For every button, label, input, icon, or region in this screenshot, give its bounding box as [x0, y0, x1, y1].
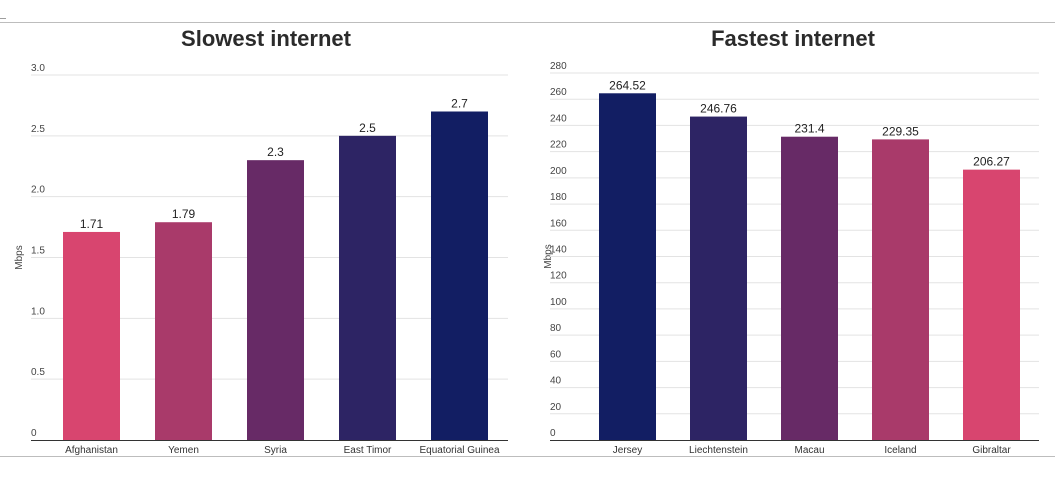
slowest-category-label: Syria: [264, 445, 287, 456]
fastest-category-label: Macau: [794, 445, 824, 456]
slowest-y-tick-label: 2.0: [31, 185, 45, 196]
slowest-data-label: 1.79: [172, 207, 196, 221]
slowest-internet-chart: Slowest internet Mbps 0 0.5 1.0 1.5 2.0 2.5 3.0 1…: [14, 26, 508, 456]
fastest-y-tick-label: 40: [550, 376, 562, 387]
fastest-bar-liechtenstein: [690, 116, 747, 440]
fastest-y-tick-label: 180: [550, 192, 567, 203]
fastest-bar-jersey: [599, 93, 656, 440]
fastest-y-tick-label: 260: [550, 87, 567, 98]
fastest-category-label: Iceland: [884, 445, 916, 456]
fastest-data-label: 206.27: [973, 155, 1010, 169]
slowest-data-label: 2.3: [267, 145, 284, 159]
fastest-y-tick-label: 140: [550, 245, 567, 256]
fastest-bar-macau: [781, 136, 838, 440]
fastest-y-tick-label: 80: [550, 323, 562, 334]
fastest-y-tick-label: 60: [550, 349, 562, 360]
fastest-y-tick-label: 0: [550, 428, 556, 439]
slowest-y-tick-label: 1.0: [31, 306, 45, 317]
slowest-category-label: Afghanistan: [65, 445, 118, 456]
fastest-y-tick-label: 100: [550, 297, 567, 308]
fastest-y-tick-label: 220: [550, 140, 567, 151]
slowest-bar-syria: [247, 160, 304, 440]
slowest-category-label: East Timor: [344, 445, 392, 456]
slowest-y-tick-label: 3.0: [31, 63, 45, 74]
corner-tick: [0, 18, 6, 19]
fastest-bar-gibraltar: [963, 169, 1020, 440]
fastest-category-label: Liechtenstein: [689, 445, 748, 456]
fastest-internet-chart: Fastest internet Mbps 0 20 40 60 80 100 120 140 16…: [543, 26, 1039, 456]
fastest-y-tick-label: 240: [550, 113, 567, 124]
fastest-bar-iceland: [872, 139, 929, 440]
fastest-chart-title: Fastest internet: [711, 26, 875, 51]
fastest-y-axis-label: Mbps: [543, 244, 554, 268]
fastest-y-tick-label: 280: [550, 61, 567, 72]
slowest-y-tick-label: 0.5: [31, 367, 45, 378]
fastest-data-label: 264.52: [609, 78, 646, 92]
fastest-data-label: 246.76: [700, 102, 737, 116]
fastest-category-label: Jersey: [613, 445, 642, 456]
fastest-data-label: 229.35: [882, 124, 919, 138]
slowest-category-label: Equatorial Guinea: [419, 445, 499, 456]
fastest-category-label: Gibraltar: [972, 445, 1011, 456]
slowest-y-tick-label: 1.5: [31, 246, 45, 257]
slowest-y-tick-label: 0: [31, 428, 37, 439]
fastest-y-tick-label: 200: [550, 166, 567, 177]
slowest-category-label: Yemen: [168, 445, 199, 456]
slowest-bar-afghanistan: [63, 231, 120, 440]
slowest-data-label: 2.5: [359, 121, 376, 135]
bottom-divider: [0, 456, 1055, 457]
slowest-data-label: 2.7: [451, 97, 468, 111]
slowest-y-tick-label: 2.5: [31, 124, 45, 135]
slowest-bar-equatorial-guinea: [431, 111, 488, 440]
fastest-data-label: 231.4: [794, 122, 824, 136]
slowest-data-label: 1.71: [80, 217, 104, 231]
slowest-y-axis-label: Mbps: [14, 245, 25, 269]
fastest-y-tick-label: 20: [550, 402, 562, 413]
top-divider: [0, 22, 1055, 23]
fastest-y-tick-label: 120: [550, 271, 567, 282]
fastest-y-tick-label: 160: [550, 218, 567, 229]
slowest-bar-east-timor: [339, 135, 396, 441]
slowest-bar-yemen: [155, 222, 212, 440]
slowest-chart-title: Slowest internet: [181, 26, 352, 51]
